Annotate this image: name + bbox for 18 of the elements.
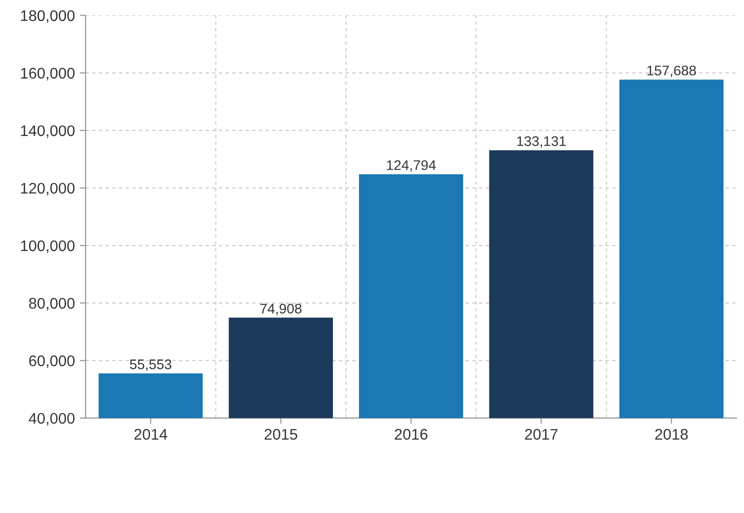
data-label: 55,553 xyxy=(130,359,172,371)
x-tick-label: 2017 xyxy=(525,428,558,440)
x-tick-label: 2018 xyxy=(655,428,688,440)
y-tick-label: 100,000 xyxy=(21,240,75,253)
y-tick-label: 180,000 xyxy=(21,10,75,23)
data-label: 157,688 xyxy=(647,66,696,78)
y-tick-label: 160,000 xyxy=(21,68,75,80)
data-label: 133,131 xyxy=(517,136,566,148)
y-tick-label: 140,000 xyxy=(21,125,75,138)
x-tick-label: 2014 xyxy=(134,428,168,440)
data-label: 74,908 xyxy=(260,304,302,316)
y-tick-label: 60,000 xyxy=(29,355,75,368)
x-tick-label: 2015 xyxy=(264,428,298,440)
y-tick-label: 40,000 xyxy=(28,412,75,426)
data-label: 124,794 xyxy=(387,160,436,172)
y-tick-label: 80,000 xyxy=(29,298,75,311)
y-tick-label: 120,000 xyxy=(21,182,75,196)
x-tick-label: 2016 xyxy=(394,428,428,440)
